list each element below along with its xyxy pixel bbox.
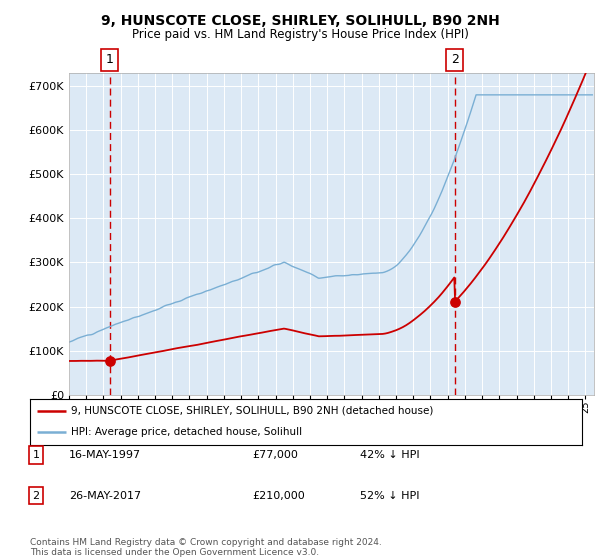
Text: Price paid vs. HM Land Registry's House Price Index (HPI): Price paid vs. HM Land Registry's House … (131, 28, 469, 41)
Text: 9, HUNSCOTE CLOSE, SHIRLEY, SOLIHULL, B90 2NH (detached house): 9, HUNSCOTE CLOSE, SHIRLEY, SOLIHULL, B9… (71, 406, 434, 416)
Text: £210,000: £210,000 (252, 491, 305, 501)
Point (105, 356, 115, 365)
Text: £77,000: £77,000 (252, 450, 298, 460)
Text: 2: 2 (32, 491, 40, 501)
Text: 1: 1 (106, 53, 114, 67)
Text: 1: 1 (32, 450, 40, 460)
Text: 16-MAY-1997: 16-MAY-1997 (69, 450, 141, 460)
Text: 52% ↓ HPI: 52% ↓ HPI (360, 491, 419, 501)
Text: Contains HM Land Registry data © Crown copyright and database right 2024.
This d: Contains HM Land Registry data © Crown c… (30, 538, 382, 557)
Text: 9, HUNSCOTE CLOSE, SHIRLEY, SOLIHULL, B90 2NH: 9, HUNSCOTE CLOSE, SHIRLEY, SOLIHULL, B9… (101, 14, 499, 28)
Point (450, 298, 460, 307)
Text: 42% ↓ HPI: 42% ↓ HPI (360, 450, 419, 460)
Text: HPI: Average price, detached house, Solihull: HPI: Average price, detached house, Soli… (71, 427, 302, 437)
Text: 2: 2 (451, 53, 458, 67)
Text: 26-MAY-2017: 26-MAY-2017 (69, 491, 141, 501)
